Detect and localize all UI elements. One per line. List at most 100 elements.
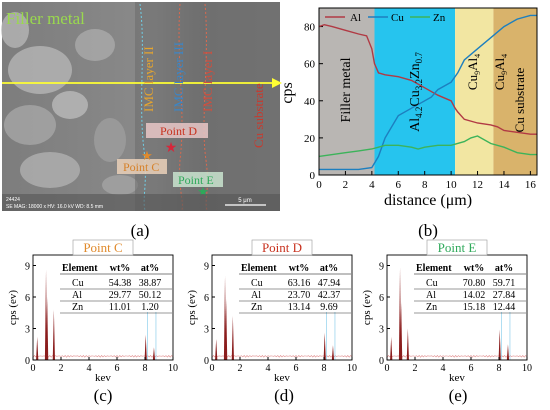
chart-series bbox=[318, 14, 537, 171]
panel-label-d: (d) bbox=[274, 386, 294, 405]
y-tick-label: 3 bbox=[204, 325, 209, 336]
eds-panels: 0 2 4 6 8 10 0 3 6 9 kev cps (ev) Point C Element wt% a… bbox=[7, 239, 532, 384]
spectrum-title: Point E bbox=[438, 240, 477, 255]
y-tick-label: 80 bbox=[304, 22, 316, 34]
spectrum-title-box bbox=[72, 239, 134, 256]
table-cell: 59.71 bbox=[493, 278, 516, 289]
y-tick-label: 3 bbox=[379, 325, 384, 336]
panel-label-b: (b) bbox=[418, 221, 438, 240]
sem-image-panel: Filler metal IMC layer II IMC layer III … bbox=[1, 2, 282, 211]
spectrum-baseline bbox=[386, 355, 528, 359]
spectrum-peak bbox=[506, 344, 510, 360]
table-header: Element bbox=[62, 263, 98, 274]
composition-table-bg bbox=[414, 260, 526, 312]
table-cell: 38.87 bbox=[139, 278, 162, 289]
table-cell: 12.44 bbox=[493, 302, 516, 313]
table-cell: 54.38 bbox=[109, 278, 132, 289]
sem-grain bbox=[20, 152, 80, 188]
point-c-label-bg bbox=[117, 159, 167, 174]
imc-layer-1-label: IMC layer I bbox=[200, 51, 215, 112]
y-tick-label: 6 bbox=[204, 293, 209, 304]
x-tick-label: 8 bbox=[322, 363, 327, 374]
point-d-label-bg bbox=[146, 123, 208, 138]
sem-footer-params: SE MAG: 18000 x HV: 16.0 kV WD: 8.5 mm bbox=[6, 204, 103, 210]
table-cell: 63.16 bbox=[288, 278, 311, 289]
x-tick-label: 2 bbox=[59, 363, 64, 374]
series-zn-line bbox=[318, 135, 537, 158]
x-tick-label: 6 bbox=[294, 363, 299, 374]
y-tick-label: 20 bbox=[304, 133, 316, 145]
x-tick-label: 10 bbox=[347, 363, 357, 374]
chart-legend: Al Cu Zn bbox=[325, 12, 446, 24]
point-d-marker-icon: ★ bbox=[165, 141, 178, 156]
spectrum-baseline bbox=[32, 355, 174, 359]
cu-substrate-band bbox=[493, 8, 537, 175]
spectrum-peak bbox=[406, 328, 409, 360]
y-tick-label: 0 bbox=[25, 356, 30, 367]
table-cell: 15.18 bbox=[463, 302, 486, 313]
x-tick-label: 6 bbox=[115, 363, 120, 374]
table-cell: 11.01 bbox=[109, 302, 131, 313]
table-cell: 13.14 bbox=[288, 302, 311, 313]
sem-footer-bar bbox=[2, 194, 280, 211]
spectrum-peak bbox=[152, 347, 156, 360]
table-cell: Al bbox=[72, 290, 82, 301]
table-cell: 9.69 bbox=[320, 302, 338, 313]
filler-metal-label: Filler metal bbox=[6, 9, 85, 28]
x-tick-label: 10 bbox=[446, 179, 458, 191]
y-tick-label: 60 bbox=[304, 59, 316, 71]
table-header: wt% bbox=[110, 263, 131, 274]
spectrum-title-box bbox=[251, 239, 313, 256]
region-label-imc: Al4.2Cu3.2Zn0.7 bbox=[408, 52, 424, 132]
spectrum-peak bbox=[215, 339, 218, 360]
sem-grain bbox=[8, 46, 72, 94]
point-e-marker-icon: ★ bbox=[197, 184, 209, 199]
table-cell: 47.94 bbox=[318, 278, 341, 289]
x-tick-label: 4 bbox=[266, 363, 271, 374]
point-e-label: Point E bbox=[178, 173, 214, 187]
table-cell: 29.77 bbox=[109, 290, 132, 301]
spectrum-peak bbox=[36, 336, 39, 360]
series-cu-line bbox=[319, 14, 537, 171]
region-label-cu9al4-a: Cu9Al4 bbox=[465, 54, 482, 90]
region-label-cu-substrate: Cu substrate bbox=[512, 67, 527, 132]
y-axis-label: cps (ev) bbox=[7, 290, 19, 325]
x-tick-label: 6 bbox=[469, 363, 474, 374]
x-tick-label: 8 bbox=[143, 363, 148, 374]
x-tick-label: 16 bbox=[525, 179, 537, 191]
y-tick-label: 3 bbox=[25, 325, 30, 336]
sem-footer-id: 24424 bbox=[6, 197, 20, 203]
plot-frame bbox=[318, 7, 538, 176]
sem-grain bbox=[102, 175, 138, 195]
table-header: at% bbox=[495, 263, 513, 274]
scan-arrow-head bbox=[272, 78, 282, 88]
sem-grain bbox=[1, 12, 29, 48]
spectrum-peak bbox=[144, 334, 147, 360]
x-axis-label: kev bbox=[449, 372, 465, 384]
legend-al-label: Al bbox=[350, 12, 361, 24]
x-tick-label: 12 bbox=[472, 179, 483, 191]
cu-substrate-label: Cu substrate bbox=[251, 83, 266, 148]
sem-grain bbox=[94, 118, 126, 162]
y-tick-label: 9 bbox=[204, 262, 209, 273]
y-tick-label: 0 bbox=[204, 356, 209, 367]
table-cell: 42.37 bbox=[318, 290, 341, 301]
legend-cu-label: Cu bbox=[391, 12, 404, 24]
spectrum-title: Point D bbox=[262, 240, 302, 255]
x-axis-label: kev bbox=[95, 372, 111, 384]
sem-grain bbox=[4, 105, 56, 145]
panel-label-e: (e) bbox=[449, 386, 468, 405]
sem-grain bbox=[75, 29, 115, 61]
x-axis-label: kev bbox=[274, 372, 290, 384]
imc-band bbox=[374, 8, 456, 175]
table-cell: Al bbox=[251, 290, 261, 301]
table-header: Element bbox=[241, 263, 277, 274]
table-cell: Zn bbox=[426, 302, 437, 313]
x-axis-label: distance (μm) bbox=[384, 192, 472, 209]
table-header: Element bbox=[416, 263, 452, 274]
y-axis-label: cps (ev) bbox=[186, 290, 198, 325]
x-tick-label: 8 bbox=[497, 363, 502, 374]
panel-label-a: (a) bbox=[131, 221, 150, 240]
x-tick-label: 2 bbox=[343, 179, 349, 191]
